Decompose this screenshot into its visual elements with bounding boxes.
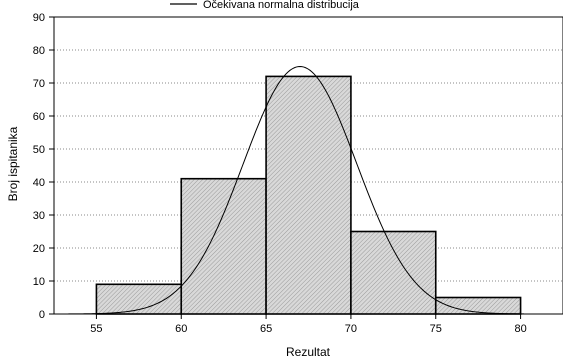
histogram-bars — [95, 75, 522, 315]
normal-distribution-curve — [54, 65, 524, 315]
x-axis-ticks: 55 60 65 70 75 80 — [90, 314, 527, 335]
histogram-bar — [350, 230, 437, 315]
y-tick-label: 30 — [33, 210, 45, 222]
y-axis-ticks: 0 10 20 30 40 50 60 70 80 90 — [33, 12, 54, 321]
x-tick-label: 55 — [90, 323, 102, 335]
y-tick-label: 0 — [39, 309, 45, 321]
x-tick-label: 65 — [260, 323, 272, 335]
x-tick-label: 70 — [345, 323, 357, 335]
legend: Očekivana normalna distribucija — [170, 0, 360, 11]
x-axis-title: Rezultat — [286, 345, 331, 359]
y-tick-label: 20 — [33, 243, 45, 255]
y-tick-label: 50 — [33, 144, 45, 156]
y-tick-label: 80 — [33, 45, 45, 57]
plot-frame — [53, 16, 563, 315]
x-tick-label: 80 — [514, 323, 526, 335]
y-tick-label: 70 — [33, 78, 45, 90]
histogram-bar — [265, 75, 352, 315]
x-tick-label: 60 — [175, 323, 187, 335]
legend-label: Očekivana normalna distribucija — [203, 0, 360, 11]
grid-lines — [54, 49, 563, 282]
y-axis-title: Broj ispitanika — [6, 126, 20, 201]
y-tick-label: 10 — [33, 276, 45, 288]
y-tick-label: 60 — [33, 111, 45, 123]
x-tick-label: 75 — [430, 323, 442, 335]
y-tick-label: 40 — [33, 177, 45, 189]
histogram-bar — [180, 177, 267, 315]
y-tick-label: 90 — [33, 12, 45, 24]
